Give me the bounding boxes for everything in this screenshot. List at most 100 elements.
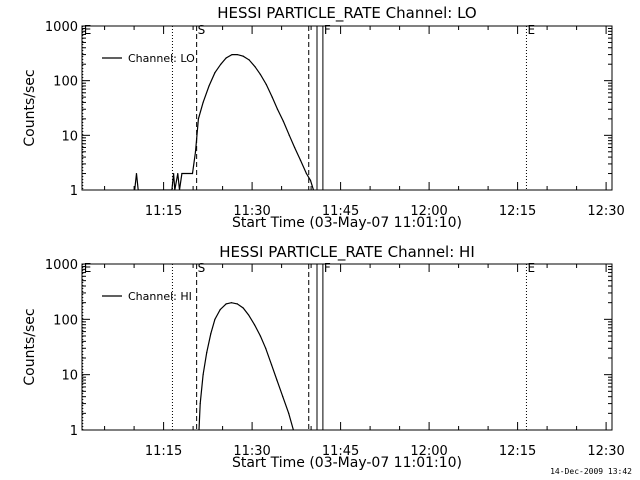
data-point: [178, 189, 181, 190]
data-point: [236, 303, 238, 305]
data-point: [220, 63, 222, 65]
data-point: [210, 333, 212, 335]
data-point: [177, 172, 179, 175]
data-point: [208, 85, 210, 87]
x-tick-label: 11:15: [145, 204, 182, 219]
data-point: [276, 108, 279, 110]
data-point: [219, 308, 221, 311]
x-axis-label: Start Time (03-May-07 11:01:10): [232, 215, 462, 231]
data-point: [282, 396, 284, 398]
data-point: [276, 379, 278, 381]
chart-title: HESSI PARTICLE_RATE Channel: HI: [219, 243, 475, 262]
data-point: [270, 364, 273, 366]
data-point: [191, 172, 194, 175]
y-tick-label: 100: [53, 75, 78, 90]
time-marker-label: F: [324, 261, 331, 275]
x-tick-label: 12:30: [587, 444, 624, 459]
data-point: [214, 72, 216, 74]
x-tick-label: 12:15: [499, 204, 536, 219]
y-tick-label: 1000: [45, 20, 78, 35]
data-point: [259, 73, 261, 76]
chart-panel-0: HESSI PARTICLE_RATE Channel: LO 1 10 100 100…: [22, 4, 625, 231]
x-tick-label: 11:30: [233, 204, 270, 219]
data-point: [206, 352, 208, 354]
time-marker-label: S: [198, 261, 206, 275]
data-point: [253, 324, 256, 326]
data-point: [265, 83, 267, 86]
y-tick-label: 1: [70, 184, 78, 199]
legend-label: Channel: LO: [128, 52, 195, 65]
x-axis-label: Start Time (03-May-07 11:01:10): [232, 455, 462, 471]
data-point: [181, 172, 183, 175]
data-point: [242, 55, 244, 57]
data-point: [236, 53, 238, 56]
data-point: [135, 172, 138, 175]
x-tick-label: 12:00: [410, 444, 447, 459]
data-point: [230, 302, 233, 304]
y-axis-label: Counts/sec: [22, 69, 38, 146]
data-point: [202, 101, 204, 104]
data-point: [288, 134, 290, 136]
timestamp: 14-Dec-2009 13:42: [550, 467, 632, 476]
x-tick-label: 12:00: [410, 204, 447, 219]
data-point: [197, 118, 200, 120]
time-marker-label: F: [324, 23, 331, 37]
series-group: [198, 302, 294, 430]
x-tick-label: 11:45: [322, 204, 359, 219]
data-point: [282, 120, 284, 122]
data-point: [174, 189, 176, 190]
data-point: [271, 96, 273, 98]
time-marker-label: E: [84, 261, 92, 275]
x-tick-label: 11:15: [145, 444, 182, 459]
data-point: [254, 66, 256, 68]
series-group: [134, 53, 315, 190]
chart-title: HESSI PARTICLE_RATE Channel: LO: [217, 4, 476, 23]
chart-panel-1: HESSI PARTICLE_RATE Channel: HI 1 10 100 100…: [22, 243, 625, 471]
data-point: [293, 146, 296, 149]
data-point: [231, 53, 233, 56]
time-marker-label: S: [198, 23, 206, 37]
time-marker-label: E: [527, 261, 535, 275]
data-point: [202, 374, 204, 376]
data-point: [198, 429, 200, 430]
legend-label: Channel: HI: [128, 290, 192, 303]
series-line: [134, 53, 315, 190]
data-point: [288, 412, 290, 414]
data-point: [309, 179, 312, 181]
series-line: [198, 302, 294, 430]
data-point: [214, 318, 216, 320]
data-point: [312, 189, 315, 190]
data-point: [199, 402, 201, 405]
plot-frame: [81, 25, 613, 191]
y-axis-label: Counts/sec: [22, 308, 38, 385]
data-point: [137, 189, 139, 190]
y-tick-label: 10: [61, 369, 78, 384]
data-point: [299, 159, 302, 161]
data-point: [242, 307, 244, 309]
time-markers: [82, 26, 527, 190]
data-point: [134, 189, 136, 190]
time-marker-label: E: [84, 23, 92, 37]
data-point: [225, 57, 227, 59]
y-tick-label: 10: [61, 129, 78, 144]
data-point: [247, 314, 250, 316]
y-tick-label: 100: [53, 313, 78, 328]
data-point: [305, 172, 307, 175]
data-point: [292, 429, 294, 430]
data-point: [194, 151, 197, 153]
data-point: [265, 347, 267, 349]
data-point: [171, 189, 173, 190]
plot-frame: [81, 263, 613, 431]
y-tick-label: 1: [70, 424, 78, 439]
x-tick-label: 12:15: [499, 444, 536, 459]
time-markers: [82, 264, 527, 430]
data-point: [173, 172, 175, 175]
x-tick-label: 11:45: [322, 444, 359, 459]
y-tick-label: 1000: [45, 258, 78, 273]
data-point: [225, 303, 227, 305]
time-marker-label: E: [527, 23, 535, 37]
data-point: [259, 335, 261, 337]
x-tick-label: 12:30: [587, 204, 624, 219]
data-point: [248, 59, 250, 61]
